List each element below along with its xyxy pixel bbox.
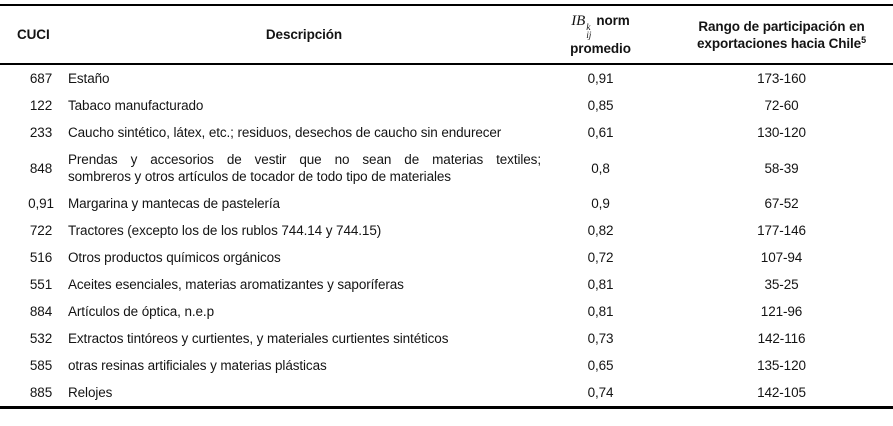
table-row: 722 Tractores (excepto los de los rublos… xyxy=(29,223,806,238)
table-body: 687 Estaño 0,91 173-160 122 Tabaco manuf… xyxy=(0,64,893,408)
table-row: 885 Relojes 0,74 142-105 xyxy=(29,385,806,400)
ib-superscript-subscript: k ij xyxy=(586,23,592,41)
ib-math-symbol: IB xyxy=(571,13,586,29)
rango-header-line1: Rango de participación en xyxy=(698,18,865,34)
table-row: 884 Artículos de óptica, n.e.p 0,81 121-… xyxy=(29,304,803,319)
footnote-marker: 5 xyxy=(861,34,866,45)
table-header: CUCI Descripción IB k ij norm promedio Rang… xyxy=(0,5,893,65)
table-row: 585 otras resinas artificiales y materia… xyxy=(29,358,806,373)
exports-participation-table: CUCI Descripción IB k ij norm promedio Rang… xyxy=(0,4,893,409)
two-line-description: Prendas y accesorios de vestir que no se… xyxy=(68,152,541,184)
table-row: 532 Extractos tintóreos y curtientes, y … xyxy=(29,331,806,346)
col-header-ib-norm: IB k ij norm promedio xyxy=(543,5,658,65)
table-row: 233 Caucho sintético, látex, etc.; resid… xyxy=(29,125,806,140)
rango-header-line2: exportaciones hacia Chile5 xyxy=(697,34,866,51)
table-row: 516 Otros productos químicos orgánicos 0… xyxy=(29,250,803,265)
col-header-cuci: CUCI xyxy=(0,5,65,65)
table-row: 848 Prendas y accesorios de vestir que n… xyxy=(0,146,893,190)
col-header-rango: Rango de participación en exportaciones … xyxy=(658,5,893,65)
table-row: 687 Estaño 0,91 173-160 xyxy=(29,71,806,86)
table-row: 0,91 Margarina y mantecas de pastelería … xyxy=(28,196,799,211)
ib-header-line1: IB k ij norm xyxy=(571,13,630,41)
col-header-descripcion: Descripción xyxy=(65,5,543,65)
header-row: CUCI Descripción IB k ij norm promedio Rang… xyxy=(0,5,893,65)
table-row: 551 Aceites esenciales, materias aromati… xyxy=(29,277,799,292)
table-row: 122 Tabaco manufacturado 0,85 72-60 xyxy=(29,98,799,113)
ib-header-line2: promedio xyxy=(570,41,631,56)
